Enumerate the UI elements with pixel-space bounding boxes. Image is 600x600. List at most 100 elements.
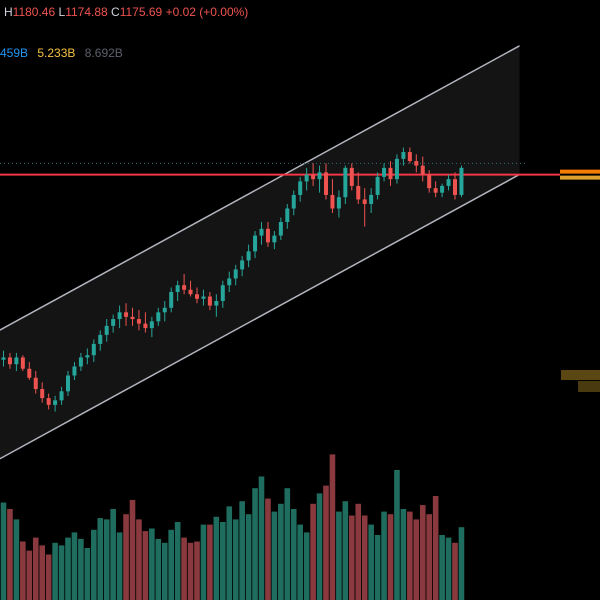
candle-body xyxy=(227,278,232,286)
volume-bar xyxy=(207,524,213,600)
volume-bar xyxy=(136,519,142,600)
candle-body xyxy=(433,188,438,193)
candle-body xyxy=(317,172,322,180)
volume-bar xyxy=(91,529,97,600)
volume-bar xyxy=(413,519,420,600)
volume-bar xyxy=(439,535,445,600)
volume-bar xyxy=(452,542,458,600)
volume-bar xyxy=(116,532,123,600)
candle-body xyxy=(207,296,212,306)
candle-body xyxy=(240,260,245,270)
volume-bar xyxy=(39,545,45,600)
volume-bar xyxy=(323,485,329,600)
horizontal-levels[interactable] xyxy=(0,162,560,176)
candle-body xyxy=(246,251,251,261)
low-key: L xyxy=(58,5,66,19)
parallel-channel[interactable] xyxy=(0,45,520,460)
candle-body xyxy=(46,398,51,405)
channel-fill xyxy=(0,45,520,459)
candle-body xyxy=(382,167,387,177)
volume-bar xyxy=(78,538,84,600)
candle-body xyxy=(304,174,309,182)
volume-bar xyxy=(361,515,368,600)
candle-body xyxy=(369,194,374,204)
volume-bar xyxy=(329,454,336,600)
volume-bar xyxy=(129,499,136,600)
volume-bar xyxy=(13,519,20,600)
volume-bar xyxy=(278,503,284,600)
candle-body xyxy=(298,181,303,195)
volume-legend: 459B 5.233B 8.692B xyxy=(0,46,129,60)
candle-body xyxy=(253,235,258,252)
candle-body xyxy=(414,161,419,166)
candle-body xyxy=(66,375,70,392)
volume-bar xyxy=(65,537,71,600)
candle-body xyxy=(195,294,199,299)
close-value: 1175.69 xyxy=(119,5,163,19)
volume-bar xyxy=(342,501,349,600)
candle-body xyxy=(362,199,367,204)
candle-body xyxy=(162,307,167,313)
candle-body xyxy=(336,197,341,209)
volume-bar xyxy=(71,532,78,600)
candle-body xyxy=(272,235,277,243)
candle-body xyxy=(91,343,96,356)
low-value: 1174.88 xyxy=(65,5,108,19)
volume-bar xyxy=(7,509,13,600)
candle-body xyxy=(349,167,354,186)
volume-bar xyxy=(26,550,33,600)
candle-body xyxy=(420,165,425,175)
volume-bar xyxy=(181,537,187,600)
volume-bar xyxy=(290,509,297,600)
candle-body xyxy=(188,289,193,295)
candle-body xyxy=(14,357,19,365)
candle-body xyxy=(124,312,129,317)
candle-body xyxy=(427,174,432,189)
candle-body xyxy=(7,357,12,365)
candle-body xyxy=(259,228,264,236)
volume-bar xyxy=(245,514,252,600)
volume-bar xyxy=(97,518,104,600)
candle-body xyxy=(182,285,187,290)
candle-body xyxy=(156,312,161,322)
candle-body xyxy=(233,269,238,279)
high-key: H xyxy=(4,5,13,19)
volume-bar xyxy=(226,506,233,600)
profile-block xyxy=(560,175,600,180)
volume-bar xyxy=(374,535,381,600)
volume-bar xyxy=(432,496,439,600)
volume-bar xyxy=(419,505,426,600)
profile-block xyxy=(578,381,600,392)
candle-body xyxy=(453,179,457,195)
close-key: C xyxy=(111,5,120,19)
candle-body xyxy=(175,285,180,292)
volume-bar xyxy=(52,542,58,600)
volume-stat-3: 8.692B xyxy=(84,46,123,60)
volume-bar xyxy=(84,548,91,600)
candle-body xyxy=(85,355,90,358)
volume-bar xyxy=(407,511,413,600)
candle-body xyxy=(459,167,464,195)
candle-body xyxy=(388,167,393,180)
candle-body xyxy=(401,152,406,159)
volume-bar xyxy=(155,538,162,600)
volume-bar xyxy=(349,515,355,600)
volume-bar xyxy=(200,524,207,600)
volume-bar xyxy=(194,541,200,600)
volume-bar xyxy=(394,470,400,600)
volume-bar xyxy=(142,531,149,600)
candle-body xyxy=(136,319,141,324)
volume-bar xyxy=(45,554,52,600)
volume-bar xyxy=(400,509,407,600)
volume-bar xyxy=(303,532,310,600)
high-value: 1180.46 xyxy=(12,5,56,19)
candle-body xyxy=(78,357,83,367)
candle-body xyxy=(343,167,348,198)
candle-body xyxy=(104,325,109,335)
channel-lower-line xyxy=(0,173,520,460)
candle-body xyxy=(111,319,116,326)
volume-bar xyxy=(161,542,168,600)
volume-bar xyxy=(284,488,291,600)
candle-body xyxy=(356,185,361,200)
